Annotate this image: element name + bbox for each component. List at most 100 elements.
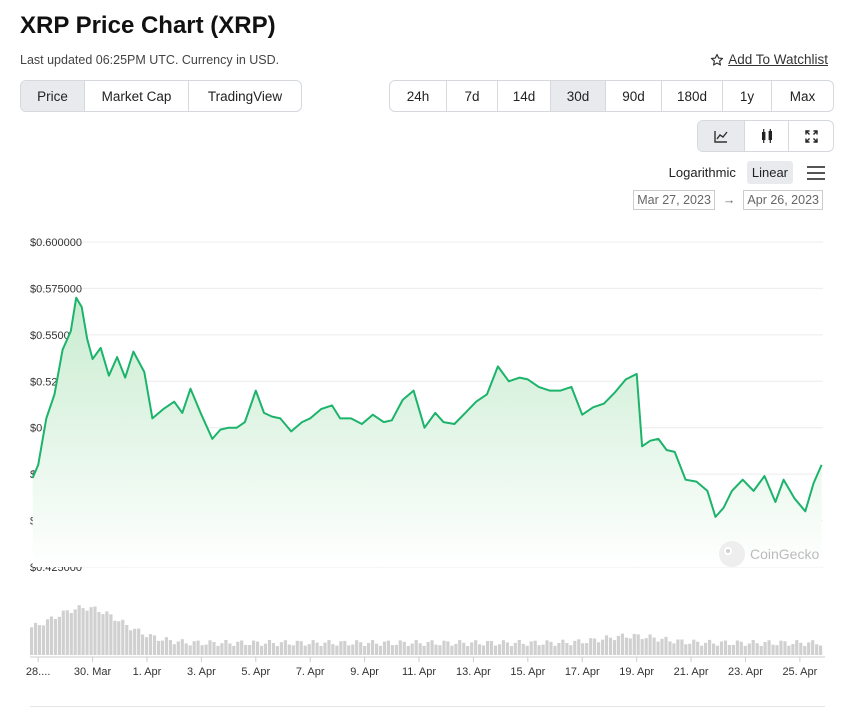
volume-bar [180, 639, 184, 655]
volume-bar [220, 643, 224, 655]
volume-bar [807, 642, 811, 655]
volume-bar [77, 605, 81, 655]
volume-bar [307, 644, 311, 655]
arrow-icon: → [722, 193, 736, 207]
volume-bar [723, 640, 728, 655]
volume-bar [755, 643, 759, 655]
date-to-input[interactable]: Apr 26, 2023 [743, 190, 823, 210]
volume-bar [529, 641, 533, 655]
range-7d-button[interactable]: 7d [447, 81, 498, 111]
volume-bar [501, 640, 505, 655]
volume-bar [751, 640, 755, 655]
logarithmic-option[interactable]: Logarithmic [668, 165, 736, 180]
volume-bar [620, 633, 624, 655]
volume-bar [61, 610, 65, 655]
volume-bar [676, 639, 680, 655]
volume-bar [216, 645, 220, 655]
range-max-button[interactable]: Max [789, 88, 816, 104]
volume-bar [715, 645, 720, 655]
volume-bar [45, 619, 50, 655]
menu-icon[interactable] [807, 165, 825, 180]
x-tick-label: 17. Apr [565, 666, 600, 678]
volume-bar [573, 640, 577, 655]
volume-bar [787, 645, 791, 655]
x-tick-label: 19. Apr [619, 666, 654, 678]
volume-bar [628, 638, 632, 655]
y-tick-label: $0.575000 [30, 283, 82, 295]
volume-bar [208, 640, 212, 655]
volume-bar [557, 643, 561, 655]
volume-bar [636, 634, 640, 655]
candlestick-button[interactable] [745, 121, 789, 151]
volume-bar [478, 644, 482, 655]
volume-bar [493, 645, 498, 655]
volume-bar [648, 634, 652, 655]
volume-bar [652, 637, 656, 655]
fullscreen-button[interactable] [789, 121, 833, 151]
volume-bar [640, 639, 644, 655]
price-area [32, 297, 822, 567]
linear-option[interactable]: Linear [746, 161, 793, 184]
volume-bar [148, 634, 153, 655]
y-tick-label: $0.600000 [30, 237, 82, 249]
volume-bar [93, 606, 97, 655]
volume-bar [664, 636, 668, 655]
tab-price[interactable]: Price [21, 81, 85, 111]
volume-bar [632, 633, 636, 655]
volume-bar [672, 643, 676, 655]
volume-bar [109, 614, 113, 655]
range-24h-button[interactable]: 24h [390, 81, 447, 111]
watchlist-label: Add To Watchlist [728, 52, 828, 67]
chart-view-tabs [697, 120, 834, 152]
volume-bar [549, 641, 553, 655]
volume-bar [271, 643, 276, 655]
volume-bar [168, 640, 172, 655]
volume-bar [692, 639, 696, 655]
volume-bar [232, 645, 236, 655]
volume-bar [434, 644, 438, 655]
volume-bar [53, 619, 57, 655]
volume-bar [65, 610, 69, 655]
range-1y-button[interactable]: 1y [723, 81, 772, 111]
volume-bar [85, 610, 89, 655]
volume-bar [105, 611, 109, 655]
volume-bar [430, 640, 434, 655]
volume-bar [295, 640, 299, 655]
range-90d-button[interactable]: 90d [606, 81, 662, 111]
volume-bar [521, 643, 525, 655]
volume-bar [525, 645, 529, 655]
range-14d-button[interactable]: 14d [498, 81, 551, 111]
line-chart-button[interactable] [698, 121, 745, 151]
volume-bar [283, 640, 287, 655]
volume-bar [791, 644, 795, 655]
watermark-text: CoinGecko [750, 546, 819, 562]
volume-bar [73, 609, 77, 655]
volume-bar [795, 640, 799, 655]
volume-bar [660, 638, 664, 655]
price-chart[interactable]: $0.600000$0.575000$0.550000$0.525000$0.5… [0, 225, 845, 706]
volume-bar [462, 642, 466, 655]
x-tick-label: 25. Apr [782, 666, 817, 678]
volume-bar [188, 645, 192, 655]
range-180d-button[interactable]: 180d [662, 81, 723, 111]
volume-bar [803, 646, 807, 655]
range-30d-button[interactable]: 30d [551, 81, 606, 111]
volume-bar [696, 641, 700, 655]
volume-bar [129, 630, 133, 655]
volume-bar [121, 619, 125, 655]
x-tick-label: 28.... [26, 666, 50, 678]
date-from-input[interactable]: Mar 27, 2023 [633, 190, 715, 210]
volume-bar [747, 643, 751, 655]
volume-bar [319, 646, 323, 655]
volume-bar [172, 644, 176, 655]
tab-tradingview[interactable]: TradingView [207, 88, 283, 104]
volume-bar [323, 642, 327, 655]
tab-market-cap[interactable]: Market Cap [85, 81, 189, 111]
x-tick-label: 7. Apr [296, 666, 325, 678]
add-to-watchlist-link[interactable]: Add To Watchlist [710, 52, 828, 67]
volume-bar [196, 640, 200, 655]
volume-bar [454, 643, 458, 655]
volume-bar [359, 642, 363, 655]
volume-bar [731, 644, 735, 655]
volume-bar [200, 645, 204, 655]
